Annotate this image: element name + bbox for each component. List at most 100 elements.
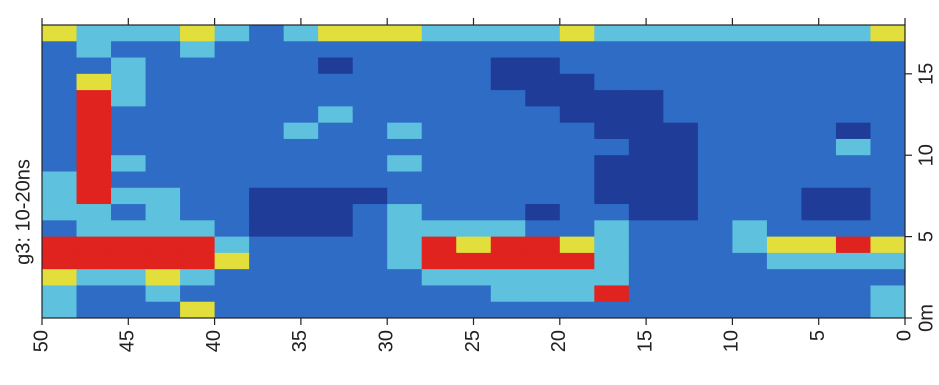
- heat-cell: [835, 187, 871, 205]
- heat-cell: [283, 90, 319, 107]
- y-tick-label: 5: [915, 231, 937, 242]
- heat-cell: [663, 236, 699, 254]
- heat-cell: [456, 138, 492, 156]
- heat-cell: [42, 122, 78, 140]
- heat-cell: [42, 269, 78, 286]
- heat-cell: [559, 73, 595, 91]
- heat-cell: [663, 269, 699, 286]
- heat-cell: [111, 41, 147, 59]
- heat-cell: [145, 73, 181, 91]
- heat-cell: [766, 155, 802, 172]
- heat-cell: [628, 220, 664, 238]
- heat-cell: [525, 57, 561, 75]
- heat-cell: [111, 90, 147, 107]
- heat-cell: [111, 252, 147, 270]
- heat-cell: [559, 155, 595, 172]
- x-tick-label: 50: [30, 330, 52, 352]
- heat-cell: [697, 90, 733, 107]
- heat-cell: [525, 204, 561, 221]
- heat-cell: [421, 90, 457, 107]
- heat-cell: [732, 122, 768, 140]
- heat-cell: [697, 25, 733, 42]
- heat-cell: [76, 269, 112, 286]
- heat-cell: [766, 252, 802, 270]
- heat-cell: [318, 41, 354, 59]
- heat-cell: [76, 106, 112, 124]
- heat-cell: [318, 122, 354, 140]
- heat-cell: [387, 220, 423, 238]
- heat-cell: [145, 57, 181, 75]
- heat-cell: [42, 106, 78, 124]
- heat-cell: [663, 25, 699, 42]
- heat-cell: [387, 187, 423, 205]
- heat-cell: [214, 106, 250, 124]
- heat-cell: [111, 285, 147, 303]
- heat-cell: [870, 73, 906, 91]
- heat-cell: [835, 138, 871, 156]
- y-tick-label: 10: [915, 144, 937, 166]
- heat-cell: [732, 187, 768, 205]
- heat-cell: [421, 301, 457, 319]
- heat-cell: [801, 220, 837, 238]
- heat-cell: [76, 171, 112, 189]
- heat-cell: [732, 204, 768, 221]
- heat-cell: [387, 269, 423, 286]
- heat-cell: [732, 236, 768, 254]
- heat-cell: [663, 220, 699, 238]
- heat-cell: [663, 106, 699, 124]
- heat-cell: [180, 73, 216, 91]
- heat-cell: [283, 171, 319, 189]
- heat-cell: [387, 236, 423, 254]
- heat-cell: [801, 155, 837, 172]
- heat-cell: [180, 204, 216, 221]
- heat-cell: [490, 122, 526, 140]
- heat-cell: [490, 236, 526, 254]
- heat-cell: [180, 90, 216, 107]
- heat-cell: [697, 204, 733, 221]
- heat-cell: [870, 106, 906, 124]
- heat-cell: [249, 236, 285, 254]
- heat-cell: [663, 73, 699, 91]
- heat-cell: [180, 138, 216, 156]
- heat-cell: [421, 252, 457, 270]
- heat-cell: [559, 269, 595, 286]
- heat-cell: [766, 285, 802, 303]
- heat-cell: [111, 138, 147, 156]
- heat-cell: [214, 252, 250, 270]
- heat-cell: [352, 220, 388, 238]
- heat-cell: [801, 252, 837, 270]
- heat-cell: [42, 57, 78, 75]
- heat-cell: [490, 301, 526, 319]
- heat-cell: [525, 25, 561, 42]
- heat-cell: [766, 204, 802, 221]
- heat-cell: [214, 236, 250, 254]
- heat-cell: [594, 269, 630, 286]
- heat-cell: [214, 301, 250, 319]
- heat-cell: [628, 236, 664, 254]
- heat-cell: [628, 301, 664, 319]
- heat-cell: [801, 106, 837, 124]
- heat-cell: [456, 285, 492, 303]
- heat-cell: [766, 138, 802, 156]
- heat-cell: [801, 187, 837, 205]
- heat-cell: [180, 57, 216, 75]
- heat-cell: [111, 122, 147, 140]
- heat-cell: [111, 236, 147, 254]
- heat-cell: [835, 269, 871, 286]
- heat-cell: [663, 41, 699, 59]
- heat-cell: [525, 155, 561, 172]
- heat-cell: [283, 106, 319, 124]
- heat-cell: [76, 301, 112, 319]
- heat-cell: [76, 155, 112, 172]
- heat-cell: [594, 122, 630, 140]
- heat-cell: [870, 155, 906, 172]
- heat-cell: [766, 106, 802, 124]
- heat-cell: [801, 269, 837, 286]
- heat-cell: [456, 301, 492, 319]
- heat-cell: [697, 236, 733, 254]
- heat-cell: [525, 220, 561, 238]
- heat-cell: [145, 285, 181, 303]
- heat-cell: [421, 155, 457, 172]
- heat-cell: [525, 236, 561, 254]
- heat-cell: [628, 25, 664, 42]
